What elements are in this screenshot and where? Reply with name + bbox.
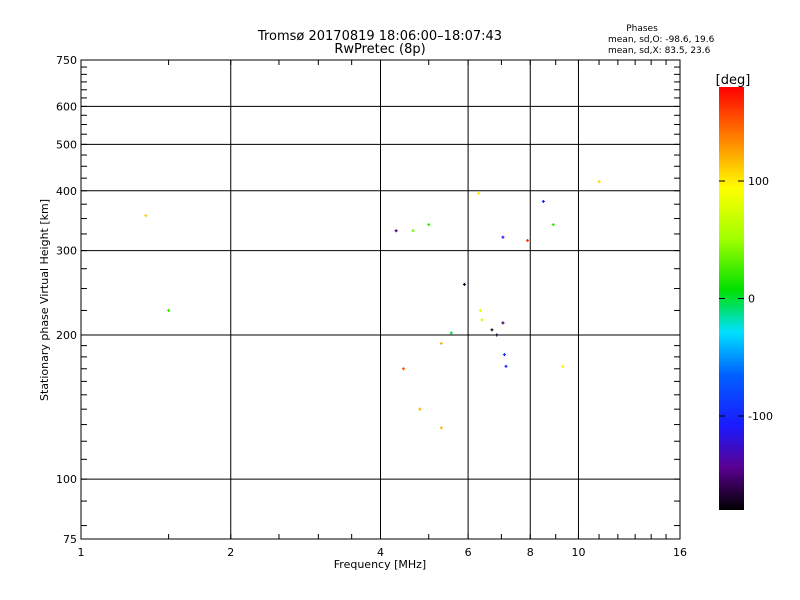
data-point <box>551 223 555 227</box>
x-tick-label: 6 <box>465 546 472 559</box>
x-tick-label: 10 <box>571 546 585 559</box>
x-tick-label: 1 <box>78 546 85 559</box>
data-point <box>495 333 499 337</box>
grid-lines <box>81 60 680 539</box>
data-point <box>439 341 443 345</box>
x-axis-label: Frequency [MHz] <box>334 558 426 571</box>
axis-ticks <box>81 60 680 539</box>
data-point <box>478 308 482 312</box>
y-tick-label: 400 <box>56 185 77 198</box>
y-tick-label: 750 <box>56 54 77 67</box>
data-point <box>439 426 443 430</box>
data-point <box>167 308 171 312</box>
x-tick-label: 4 <box>377 546 384 559</box>
y-tick-label: 75 <box>63 533 77 546</box>
data-point <box>462 282 466 286</box>
data-point <box>501 321 505 325</box>
data-point <box>541 199 545 203</box>
x-tick-label: 16 <box>673 546 687 559</box>
y-tick-label: 500 <box>56 138 77 151</box>
phases-box-line2: mean, sd,X: 83.5, 23.6 <box>608 46 711 56</box>
data-point <box>427 223 431 227</box>
data-point <box>411 229 415 233</box>
y-tick-label: 300 <box>56 245 77 258</box>
data-point <box>144 214 148 218</box>
data-point <box>449 331 453 335</box>
y-tick-label: 200 <box>56 329 77 342</box>
data-point <box>597 180 601 184</box>
colorbar-tick-label: -100 <box>748 410 773 423</box>
data-point <box>394 229 398 233</box>
chart-subtitle: RwPretec (8p) <box>334 42 425 57</box>
colorbar-tick-label: 100 <box>748 175 769 188</box>
y-tick-label: 600 <box>56 100 77 113</box>
data-point <box>490 328 494 332</box>
colorbar-ticks: 100 0 -100 <box>719 175 773 423</box>
data-point <box>480 318 484 322</box>
phases-box-line1: mean, sd,O: -98.6, 19.6 <box>608 35 715 45</box>
y-tick-label: 100 <box>56 473 77 486</box>
data-point <box>526 238 530 242</box>
colorbar-tick-label: 0 <box>748 293 755 306</box>
x-tick-label: 2 <box>227 546 234 559</box>
tick-labels: 1 2 4 6 8 10 16 75 100 200 300 400 500 600 750 <box>56 54 687 559</box>
chart-title: Tromsø 20170819 18:06:00–18:07:43 <box>257 29 502 44</box>
data-point <box>502 353 506 357</box>
y-axis-label: Stationary phase Virtual Height [km] <box>38 199 51 401</box>
data-point <box>501 235 505 239</box>
plot-frame <box>80 59 681 540</box>
data-point <box>477 191 481 195</box>
x-tick-label: 8 <box>527 546 534 559</box>
phases-box-title: Phases <box>626 24 658 34</box>
data-points <box>144 180 601 430</box>
colorbar-label: [deg] <box>716 73 751 88</box>
data-point <box>561 364 565 368</box>
data-point <box>504 364 508 368</box>
data-point <box>402 367 406 371</box>
data-point <box>418 407 422 411</box>
